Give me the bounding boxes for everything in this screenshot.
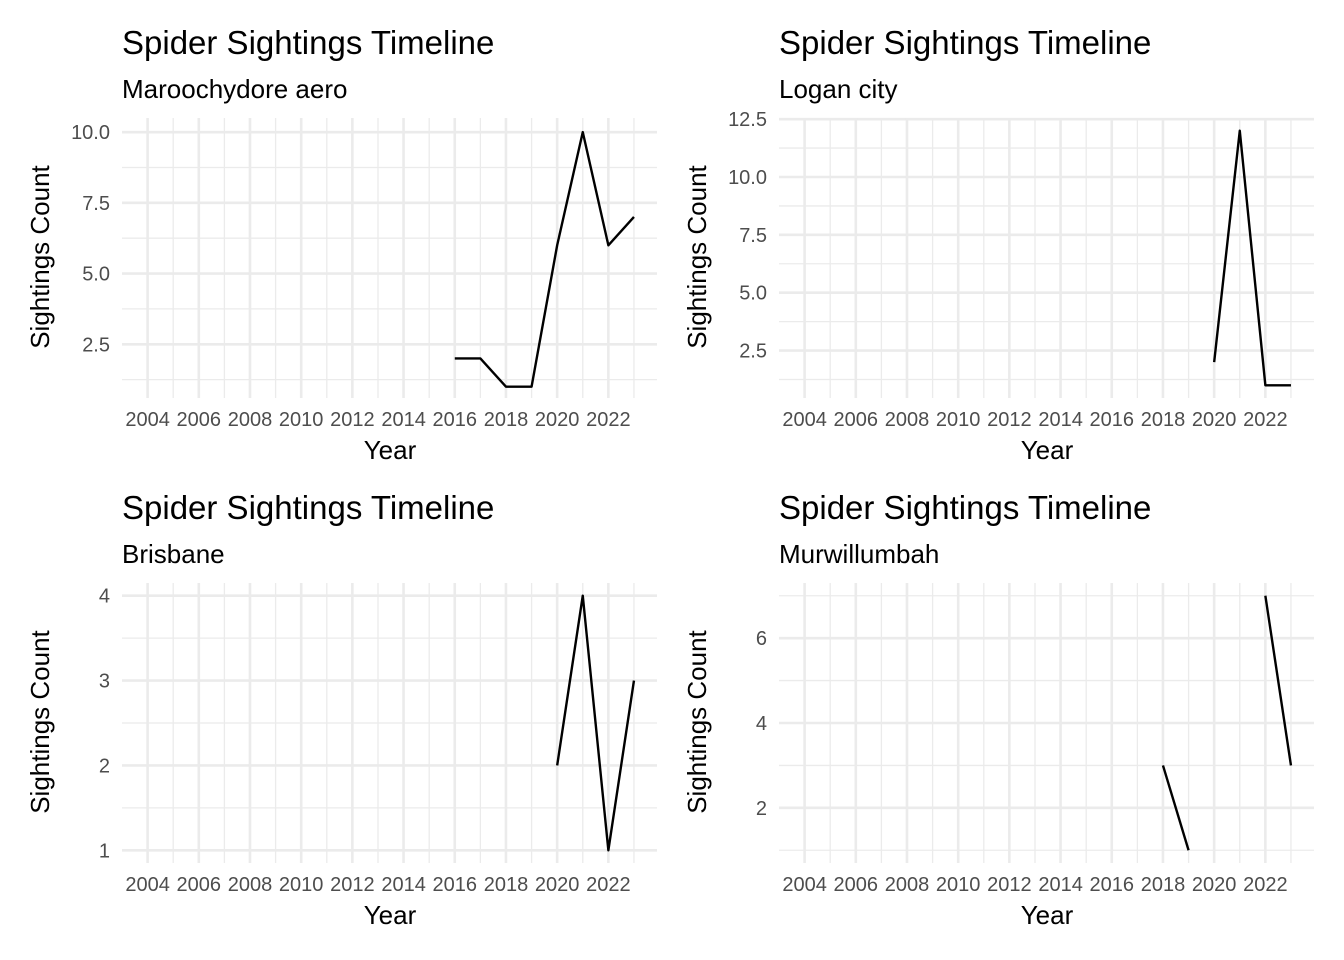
x-tick-label: 2016	[433, 874, 478, 896]
y-tick-label: 7.5	[82, 193, 110, 215]
x-tick-label: 2012	[330, 409, 375, 431]
x-tick-label: 2006	[177, 409, 222, 431]
x-tick-label: 2006	[834, 409, 879, 431]
x-tick-label: 2022	[1243, 409, 1288, 431]
x-tick-label: 2004	[782, 874, 827, 896]
x-axis-label: Year	[1021, 435, 1074, 465]
x-tick-label: 2004	[125, 409, 170, 431]
x-tick-label: 2020	[1192, 874, 1237, 896]
chart-panel-maroochydore: 2004 2006 2008 2010 2012 2014 2016 2018 2020 2022…	[0, 0, 672, 480]
series-line	[1161, 765, 1190, 851]
x-tick-label: 2018	[1141, 874, 1186, 896]
x-tick-label: 2018	[484, 409, 529, 431]
x-tick-label: 2008	[228, 874, 273, 896]
x-tick-label: 2010	[936, 874, 981, 896]
x-tick-label: 2006	[834, 874, 879, 896]
x-tick-label: 2016	[1090, 874, 1135, 896]
y-tick-label: 2.5	[82, 334, 110, 356]
x-axis-label: Year	[1021, 900, 1074, 930]
x-tick-label: 2018	[484, 874, 529, 896]
series-line	[454, 130, 635, 388]
chart-svg: 2004 2006 2008 2010 2012 2014 2016 2018 2020 2022…	[682, 24, 1314, 465]
x-tick-label: 2016	[1090, 409, 1135, 431]
x-tick-label: 2014	[381, 409, 426, 431]
y-tick-label: 2.5	[739, 341, 767, 363]
x-tick-label: 2004	[782, 409, 827, 431]
x-tick-label: 2020	[535, 409, 580, 431]
x-tick-label: 2010	[279, 409, 324, 431]
y-tick-label: 4	[99, 586, 110, 608]
chart-title: Spider Sightings Timeline	[122, 489, 494, 526]
chart-panel-logan-city: 2004 2006 2008 2010 2012 2014 2016 2018 2020 2022…	[657, 0, 1329, 480]
series-line	[1264, 595, 1293, 766]
chart-svg: 2004 2006 2008 2010 2012 2014 2016 2018 2020 2022…	[682, 489, 1314, 930]
chart-title: Spider Sightings Timeline	[779, 489, 1151, 526]
chart-svg: 2004 2006 2008 2010 2012 2014 2016 2018 2020 2022…	[25, 489, 657, 930]
y-axis-label: Sightings Count	[682, 164, 712, 348]
chart-panel-brisbane: 2004 2006 2008 2010 2012 2014 2016 2018 2020 2022…	[0, 465, 672, 945]
y-axis-label: Sightings Count	[25, 629, 55, 813]
y-axis-label: Sightings Count	[682, 629, 712, 813]
chart-subtitle: Logan city	[779, 74, 898, 104]
x-tick-label: 2014	[381, 874, 426, 896]
x-tick-label: 2006	[177, 874, 222, 896]
y-tick-label: 2	[99, 755, 110, 777]
y-tick-label: 10.0	[71, 122, 110, 144]
chart-panel-murwillumbah: 2004 2006 2008 2010 2012 2014 2016 2018 2020 2022…	[657, 465, 1329, 945]
x-tick-label: 2014	[1038, 874, 1083, 896]
x-tick-label: 2008	[885, 409, 930, 431]
chart-title: Spider Sightings Timeline	[779, 24, 1151, 61]
y-axis-label: Sightings Count	[25, 164, 55, 348]
chart-subtitle: Maroochydore aero	[122, 74, 347, 104]
chart-subtitle: Brisbane	[122, 539, 225, 569]
x-axis-label: Year	[364, 900, 417, 930]
x-tick-label: 2008	[228, 409, 273, 431]
y-tick-label: 3	[99, 671, 110, 693]
x-tick-label: 2012	[330, 874, 375, 896]
y-tick-label: 1	[99, 840, 110, 862]
y-tick-label: 5.0	[82, 264, 110, 286]
y-tick-label: 5.0	[739, 283, 767, 305]
x-tick-label: 2012	[987, 409, 1032, 431]
chart-svg: 2004 2006 2008 2010 2012 2014 2016 2018 2020 2022…	[25, 24, 657, 465]
x-tick-label: 2014	[1038, 409, 1083, 431]
x-tick-label: 2022	[1243, 874, 1288, 896]
chart-title: Spider Sightings Timeline	[122, 24, 494, 61]
y-tick-label: 2	[756, 798, 767, 820]
x-tick-label: 2020	[1192, 409, 1237, 431]
y-tick-label: 10.0	[728, 167, 767, 189]
series-line	[1212, 129, 1291, 387]
x-tick-label: 2018	[1141, 409, 1186, 431]
x-tick-label: 2022	[586, 409, 631, 431]
x-tick-label: 2010	[936, 409, 981, 431]
y-tick-label: 4	[756, 713, 767, 735]
x-tick-label: 2020	[535, 874, 580, 896]
series-line	[555, 594, 636, 852]
x-axis-label: Year	[364, 435, 417, 465]
x-tick-label: 2012	[987, 874, 1032, 896]
y-tick-label: 12.5	[728, 109, 767, 131]
y-tick-label: 6	[756, 628, 767, 650]
x-tick-label: 2004	[125, 874, 170, 896]
y-tick-label: 7.5	[739, 225, 767, 247]
chart-subtitle: Murwillumbah	[779, 539, 939, 569]
x-tick-label: 2010	[279, 874, 324, 896]
x-tick-label: 2016	[433, 409, 478, 431]
x-tick-label: 2022	[586, 874, 631, 896]
x-tick-label: 2008	[885, 874, 930, 896]
